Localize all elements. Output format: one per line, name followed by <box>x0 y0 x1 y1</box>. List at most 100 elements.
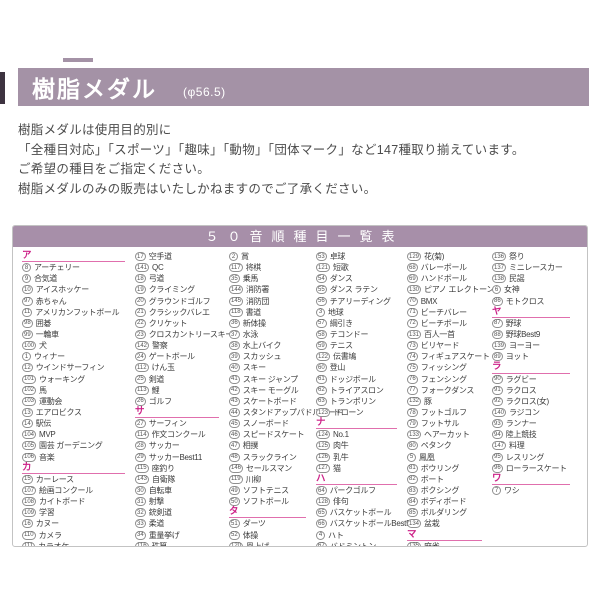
item-number: 135 <box>407 541 422 546</box>
item-number: 82 <box>407 474 418 484</box>
item-label: カーレース <box>35 474 74 484</box>
item-number: 72 <box>407 318 418 328</box>
item-label: 学習 <box>39 508 55 518</box>
item-number: 74 <box>407 352 418 362</box>
item-row: 100 犬 <box>22 340 135 351</box>
item-label: フットサル <box>420 419 460 429</box>
item-number: 41 <box>229 374 240 384</box>
item-number: 137 <box>492 263 507 273</box>
column-1: ア 8 アーチェリー 9 合気道 10 アイスホッケー 97 赤ちゃん 11 アメリカンフットボール… <box>22 250 135 547</box>
item-label: 警察 <box>152 341 168 351</box>
item-row: 54 ダンス <box>316 273 407 284</box>
item-number: 125 <box>316 441 331 451</box>
item-label: モトクロス <box>505 296 545 306</box>
item-number: 132 <box>407 396 422 406</box>
item-number: 73 <box>407 341 418 351</box>
section-header-ナ: ナ <box>316 418 397 430</box>
item-row: 94 陸上競技 <box>492 429 580 440</box>
item-row: 51 ダーツ <box>229 518 316 529</box>
item-label: ゲートボール <box>148 352 196 362</box>
item-number: 20 <box>135 296 146 306</box>
item-label: MVP <box>39 430 56 440</box>
item-label: 銃剣道 <box>148 508 172 518</box>
item-row: 99 一輪車 <box>22 329 135 340</box>
item-number: 37 <box>229 330 240 340</box>
item-number: 124 <box>316 430 331 440</box>
item-label: ボディボード <box>420 497 467 507</box>
item-number: 71 <box>407 307 418 317</box>
table-columns: ア 8 アーチェリー 9 合気道 10 アイスホッケー 97 赤ちゃん 11 アメリカンフットボール… <box>13 247 587 547</box>
intro-line-1: 樹脂メダルは使用目的別に <box>18 123 172 137</box>
item-row: 139 ヨーヨー <box>492 340 580 351</box>
medal-diameter: (φ56.5) <box>183 85 226 99</box>
item-row: 107 絵画コンクール <box>22 485 135 496</box>
item-row: 131 百人一首 <box>407 329 492 340</box>
item-label: 一輪車 <box>35 330 59 340</box>
item-number: 139 <box>492 341 507 351</box>
item-number: 2 <box>229 252 238 262</box>
item-label: ドローン <box>333 408 364 418</box>
item-number: 77 <box>407 385 418 395</box>
item-label: 乗馬 <box>242 274 259 284</box>
item-row: 136 祭り <box>492 251 580 262</box>
item-label: カラオケ <box>38 541 69 547</box>
item-row: 82 ボート <box>407 474 492 485</box>
item-number: 138 <box>492 274 507 284</box>
item-row: 7 ワシ <box>492 485 580 496</box>
item-number: 78 <box>407 408 418 418</box>
item-row: 86 モトクロス <box>492 296 580 307</box>
item-row: 61 ドッジボール <box>316 374 407 385</box>
item-label: 鯉 <box>151 385 160 395</box>
item-label: ダンス <box>329 274 353 284</box>
item-number: 93 <box>492 419 503 429</box>
item-row: 24 ゲートボール <box>135 351 229 362</box>
item-label: ウィナー <box>34 352 65 362</box>
item-number: 59 <box>316 341 327 351</box>
item-number: 147 <box>492 441 507 451</box>
item-label: 音楽 <box>39 452 55 462</box>
item-number: 44 <box>229 408 240 418</box>
item-number: 83 <box>407 486 418 496</box>
item-row: 105 園芸 ガーデニング <box>22 440 135 451</box>
item-label: けん玉 <box>151 363 175 373</box>
item-row: 101 ウォーキング <box>22 374 135 385</box>
item-row: 97 赤ちゃん <box>22 296 135 307</box>
item-row: 16 カヌー <box>22 518 135 529</box>
item-number: 12 <box>22 363 33 373</box>
column-5: 129 花(菊) 68 バレーボール 69 ハンドボール 130 ピアノ エレクトーン 70 BM… <box>407 251 494 546</box>
item-row: 103 運動会 <box>22 396 135 407</box>
item-row: 65 バスケットボール <box>316 507 407 518</box>
item-row: 132 豚 <box>407 396 492 407</box>
item-number: 32 <box>135 508 146 518</box>
item-number: 23 <box>135 330 146 340</box>
item-row: 98 囲碁 <box>22 318 135 329</box>
item-number: 45 <box>229 419 240 429</box>
item-row: 42 スキー モーグル <box>229 385 316 396</box>
item-number: 68 <box>407 263 418 273</box>
item-label: 鳳凰 <box>419 452 435 462</box>
item-number: 54 <box>316 274 327 284</box>
item-row: 75 フィッシング <box>407 362 492 373</box>
item-label: フェンシング <box>420 374 468 384</box>
item-number: 140 <box>492 408 507 418</box>
item-label: カヌー <box>35 519 59 529</box>
item-label: バドミントン <box>329 541 377 547</box>
event-list-table: ５０音順種目一覧表 ア 8 アーチェリー 9 合気道 10 アイスホッケー 97 赤ちゃん 11 ア… <box>12 225 588 547</box>
item-row: 124 No.1 <box>316 429 407 440</box>
item-number: 146 <box>229 463 244 473</box>
item-label: 水上バイク <box>242 341 282 351</box>
item-number: 11 <box>22 307 33 317</box>
item-number: 99 <box>22 330 33 340</box>
item-number: 5 <box>407 452 416 462</box>
section-header-マ: マ <box>407 529 482 541</box>
item-label: 民謡 <box>509 274 525 284</box>
item-number: 31 <box>135 497 146 507</box>
page-edge-mark-left <box>0 72 5 104</box>
item-row: 88 野球Best9 <box>492 329 580 340</box>
item-label: ハト <box>328 530 344 540</box>
item-label: 書道 <box>245 307 262 317</box>
item-row: 92 ラクロス(女) <box>492 396 580 407</box>
item-label: 消防署 <box>246 285 270 295</box>
item-number: 24 <box>135 352 146 362</box>
